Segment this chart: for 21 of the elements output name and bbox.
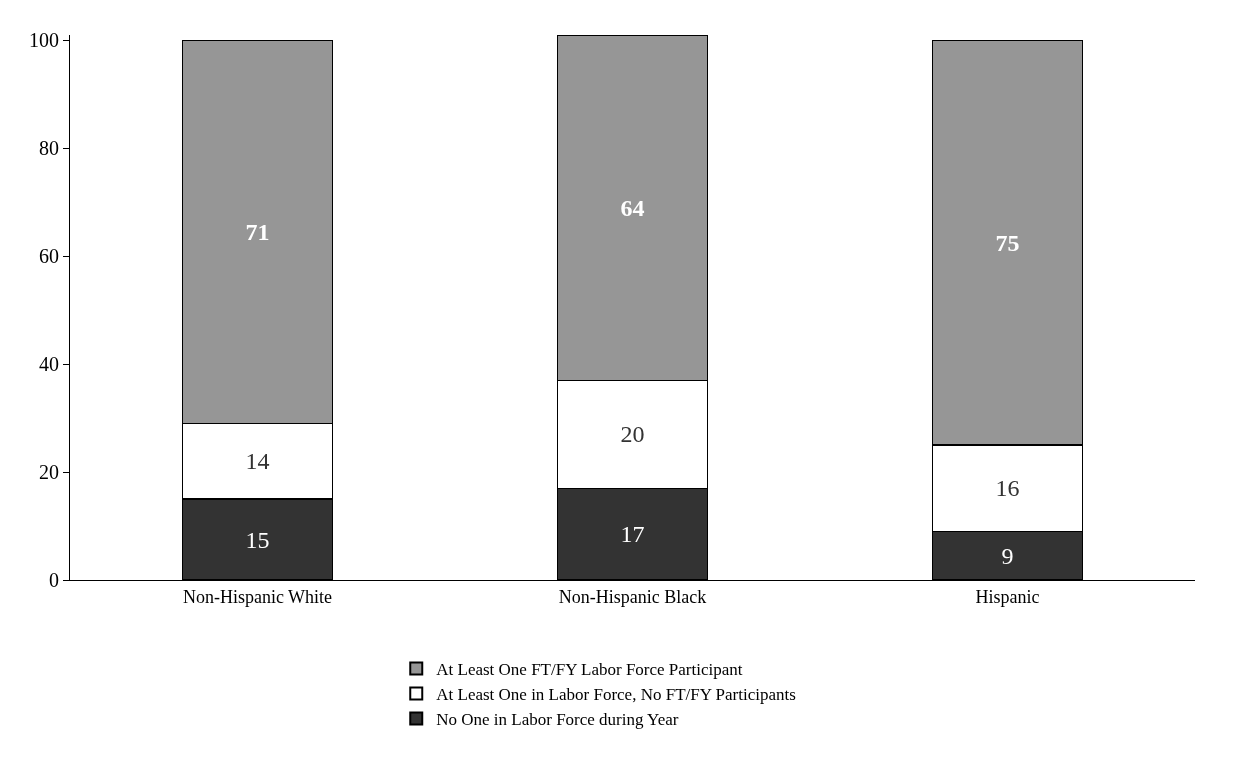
data-label: 16 xyxy=(995,475,1020,502)
data-label: 14 xyxy=(245,448,270,475)
data-label: 15 xyxy=(245,526,270,553)
x-tick-label: Non-Hispanic White xyxy=(182,586,333,607)
data-label: 9 xyxy=(1001,542,1014,569)
y-tick-label: 20 xyxy=(39,461,59,484)
legend-label: No One in Labor Force during Year xyxy=(436,710,679,730)
x-tick-label: Hispanic xyxy=(975,586,1040,607)
y-tick-label: 40 xyxy=(39,353,59,376)
y-tick-label: 0 xyxy=(49,569,59,591)
data-label: 64 xyxy=(620,194,645,221)
data-label: 20 xyxy=(620,421,645,448)
legend-label: At Least One in Labor Force, No FT/FY Participants xyxy=(436,685,796,705)
y-tick-label: 100 xyxy=(29,29,59,52)
legend-label: At Least One FT/FY Labor Force Participant xyxy=(436,660,743,680)
y-tick-label: 60 xyxy=(39,245,59,268)
y-tick-label: 80 xyxy=(39,137,59,160)
data-label: 75 xyxy=(995,229,1020,256)
x-tick-label: Non-Hispanic Black xyxy=(558,586,707,607)
data-label: 71 xyxy=(245,218,270,245)
data-label: 17 xyxy=(620,521,645,548)
